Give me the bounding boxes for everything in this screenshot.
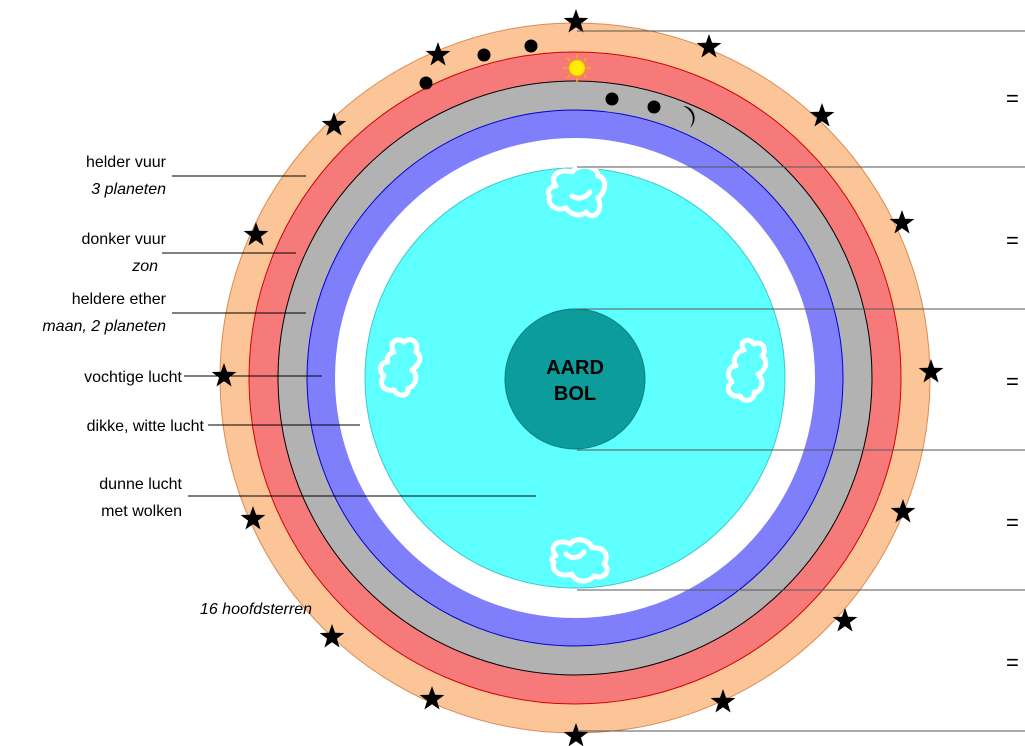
star-icon xyxy=(425,42,451,66)
core-label-line1: AARD xyxy=(546,357,604,379)
planet-icon xyxy=(524,39,538,53)
stars-group xyxy=(211,9,944,746)
sublabel-heldere-ether: maan, 2 planeten xyxy=(42,318,166,335)
sun-icon xyxy=(563,54,591,82)
star-icon xyxy=(211,363,237,387)
equals-sign-4: = xyxy=(1006,510,1019,535)
planet-icon xyxy=(419,76,433,90)
cloud-bottom xyxy=(549,537,610,584)
star-icon xyxy=(889,210,915,234)
moon-icon xyxy=(683,106,695,128)
sublabel-donker-vuur: zon xyxy=(131,258,158,275)
star-icon xyxy=(563,723,589,746)
label-dikke-witte-lucht: dikke, witte lucht xyxy=(87,418,205,435)
star-icon xyxy=(419,686,445,710)
star-icon xyxy=(710,689,736,713)
equals-sign-1: = xyxy=(1006,86,1019,111)
star-icon xyxy=(809,103,835,127)
equals-sign-5: = xyxy=(1006,650,1019,675)
core-label-line2: BOL xyxy=(554,383,596,405)
label-dunne-lucht: dunne lucht xyxy=(99,476,182,493)
star-icon xyxy=(890,499,916,523)
label-donker-vuur: donker vuur xyxy=(82,231,167,248)
cloud-left xyxy=(378,337,423,398)
sublabel-dunne-lucht: met wolken xyxy=(101,503,182,520)
star-icon xyxy=(240,506,266,530)
star-icon xyxy=(321,112,347,136)
star-icon xyxy=(319,624,345,648)
label-helder-vuur: helder vuur xyxy=(86,154,167,171)
label-hoofdsterren: 16 hoofdsterren xyxy=(200,601,312,618)
planet-icon xyxy=(647,100,661,114)
earth-core xyxy=(504,308,646,450)
equals-sign-2: = xyxy=(1006,228,1019,253)
cloud-right xyxy=(725,337,769,403)
label-vochtige-lucht: vochtige lucht xyxy=(84,369,182,386)
star-icon xyxy=(243,222,269,246)
label-heldere-ether: heldere ether xyxy=(72,291,167,308)
cloud-top xyxy=(545,163,608,219)
star-icon xyxy=(696,34,722,58)
sublabel-helder-vuur: 3 planeten xyxy=(91,181,166,198)
star-icon xyxy=(563,9,589,33)
equals-sign-3: = xyxy=(1006,369,1019,394)
planet-icon xyxy=(477,48,491,62)
planet-icon xyxy=(605,92,619,106)
star-icon xyxy=(832,608,858,632)
star-icon xyxy=(918,359,944,383)
